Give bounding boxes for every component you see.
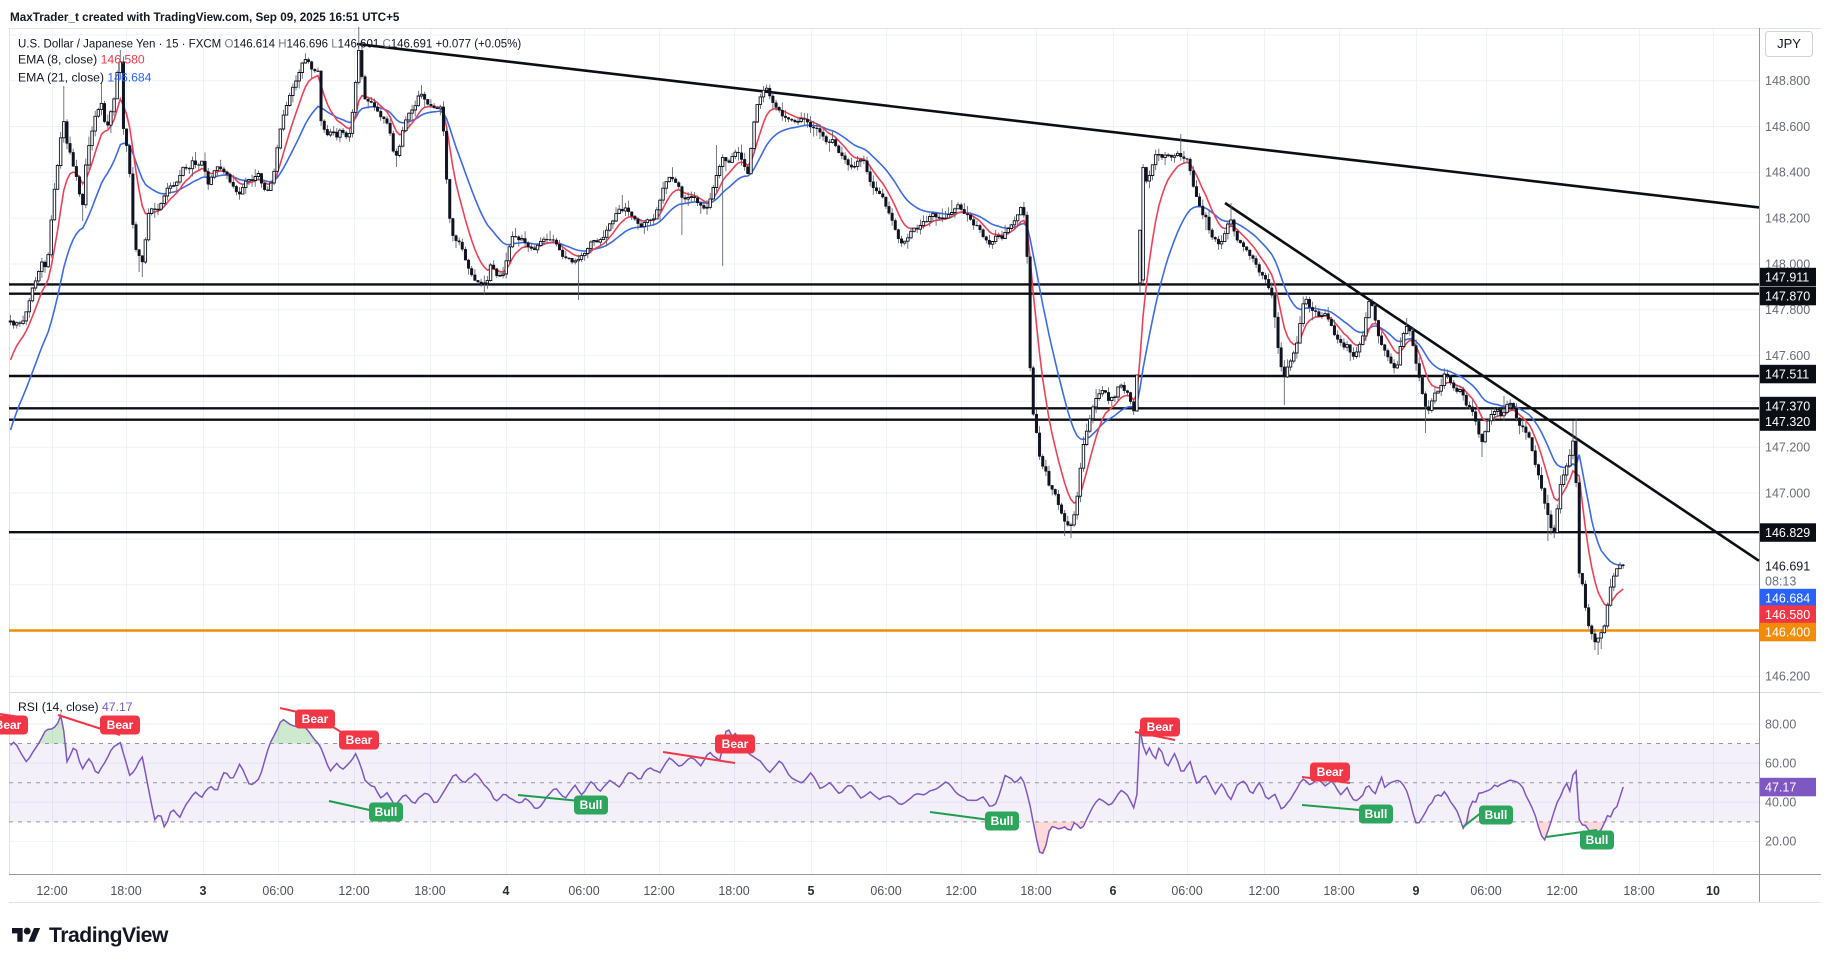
svg-text:147.200: 147.200: [1765, 441, 1810, 455]
svg-text:TradingView: TradingView: [49, 924, 169, 947]
svg-text:Bull: Bull: [1485, 808, 1508, 822]
svg-text:Bear: Bear: [0, 718, 22, 732]
svg-text:U.S. Dollar / Japanese Yen · 1: U.S. Dollar / Japanese Yen · 15 · FXCM O…: [18, 38, 521, 50]
svg-text:12:00: 12:00: [1248, 884, 1279, 898]
svg-text:147.600: 147.600: [1765, 349, 1810, 363]
svg-text:06:00: 06:00: [870, 884, 901, 898]
svg-text:147.870: 147.870: [1765, 289, 1810, 303]
svg-text:RSI (14, close) 47.17: RSI (14, close) 47.17: [18, 700, 133, 714]
svg-text:JPY: JPY: [1777, 36, 1801, 51]
svg-text:6: 6: [1110, 884, 1117, 898]
svg-text:Bear: Bear: [302, 712, 329, 726]
svg-text:146.400: 146.400: [1765, 625, 1810, 639]
svg-text:Bull: Bull: [580, 798, 603, 812]
svg-text:12:00: 12:00: [36, 884, 67, 898]
svg-text:40.00: 40.00: [1765, 796, 1796, 810]
svg-text:148.200: 148.200: [1765, 211, 1810, 225]
svg-text:EMA (8, close) 146.580: EMA (8, close) 146.580: [18, 53, 145, 67]
svg-text:MaxTrader_t created with Tradi: MaxTrader_t created with TradingView.com…: [10, 11, 400, 24]
svg-text:Bull: Bull: [1365, 807, 1388, 821]
svg-text:10: 10: [1706, 884, 1720, 898]
svg-text:147.320: 147.320: [1765, 415, 1810, 429]
svg-text:EMA (21, close) 146.684: EMA (21, close) 146.684: [18, 71, 152, 85]
svg-text:Bear: Bear: [346, 733, 373, 747]
svg-text:147.911: 147.911: [1765, 270, 1809, 284]
svg-text:Bull: Bull: [991, 814, 1014, 828]
svg-text:18:00: 18:00: [414, 884, 445, 898]
svg-text:9: 9: [1413, 884, 1420, 898]
svg-text:06:00: 06:00: [1470, 884, 1501, 898]
svg-text:148.800: 148.800: [1765, 74, 1810, 88]
svg-text:12:00: 12:00: [338, 884, 369, 898]
svg-text:Bear: Bear: [1317, 765, 1344, 779]
svg-text:47.17: 47.17: [1765, 780, 1796, 794]
svg-text:Bull: Bull: [375, 805, 398, 819]
svg-text:146.691: 146.691: [1765, 560, 1810, 574]
svg-text:18:00: 18:00: [110, 884, 141, 898]
svg-text:147.370: 147.370: [1765, 399, 1810, 413]
svg-text:146.684: 146.684: [1765, 591, 1810, 605]
svg-text:06:00: 06:00: [568, 884, 599, 898]
svg-text:06:00: 06:00: [1171, 884, 1202, 898]
svg-text:Bear: Bear: [1147, 720, 1174, 734]
svg-text:12:00: 12:00: [945, 884, 976, 898]
svg-text:148.400: 148.400: [1765, 166, 1810, 180]
svg-text:146.829: 146.829: [1765, 526, 1810, 540]
svg-text:18:00: 18:00: [1323, 884, 1354, 898]
svg-text:Bull: Bull: [1586, 833, 1609, 847]
svg-text:147.800: 147.800: [1765, 303, 1810, 317]
svg-text:148.600: 148.600: [1765, 120, 1810, 134]
svg-text:147.511: 147.511: [1765, 367, 1809, 381]
svg-text:18:00: 18:00: [1020, 884, 1051, 898]
svg-text:Bear: Bear: [722, 737, 749, 751]
svg-text:Bear: Bear: [107, 718, 134, 732]
svg-text:146.580: 146.580: [1765, 608, 1810, 622]
svg-text:06:00: 06:00: [262, 884, 293, 898]
svg-text:20.00: 20.00: [1765, 835, 1796, 849]
svg-text:4: 4: [503, 884, 510, 898]
svg-text:60.00: 60.00: [1765, 756, 1796, 770]
svg-text:80.00: 80.00: [1765, 717, 1796, 731]
svg-text:12:00: 12:00: [643, 884, 674, 898]
svg-text:147.000: 147.000: [1765, 486, 1810, 500]
svg-text:12:00: 12:00: [1546, 884, 1577, 898]
svg-text:3: 3: [200, 884, 207, 898]
svg-text:08:13: 08:13: [1765, 575, 1796, 589]
svg-text:18:00: 18:00: [718, 884, 749, 898]
svg-text:5: 5: [808, 884, 815, 898]
svg-text:18:00: 18:00: [1623, 884, 1654, 898]
svg-text:146.200: 146.200: [1765, 670, 1810, 684]
